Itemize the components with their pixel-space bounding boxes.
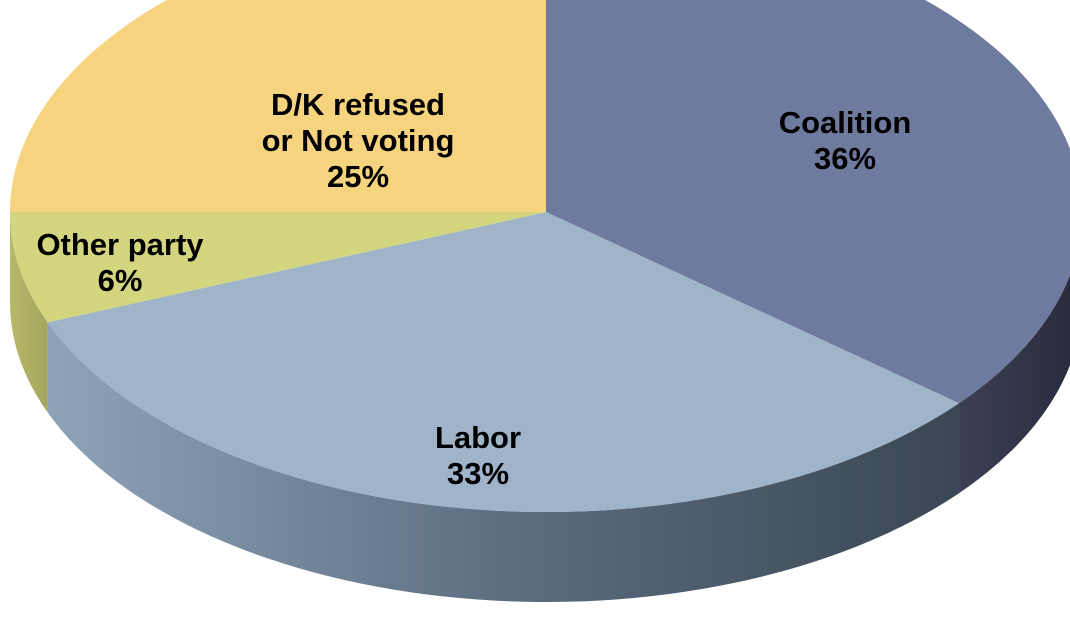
pie-slice-coalition [546,0,1070,404]
slice-label-labor-value: 33% [447,456,509,491]
pie-slice-other-party [10,212,546,323]
slice-label-d-k-refused-or-not-voting-line-2: or Not voting [262,123,455,158]
slice-label-coalition-line-1: Coalition [779,105,912,140]
slice-label-d-k-refused-or-not-voting-line-1: D/K refused [271,87,445,122]
pie-side-labor [47,322,959,603]
slice-label-labor-line-1: Labor [435,420,521,455]
slice-label-other-party-line-1: Other party [36,227,204,262]
pie-side-walls [10,212,1070,603]
pie-top-faces [10,0,1070,512]
slice-label-d-k-refused-or-not-voting-value: 25% [327,159,389,194]
pie-side-other-party [10,212,48,413]
slice-label-coalition-value: 36% [814,141,876,176]
pie-slice-labor [47,212,959,512]
slice-label-other-party-value: 6% [98,263,143,298]
pie-slice-d-k-refused-or-not-voting [10,0,546,212]
pie-side-coalition [958,275,1070,494]
